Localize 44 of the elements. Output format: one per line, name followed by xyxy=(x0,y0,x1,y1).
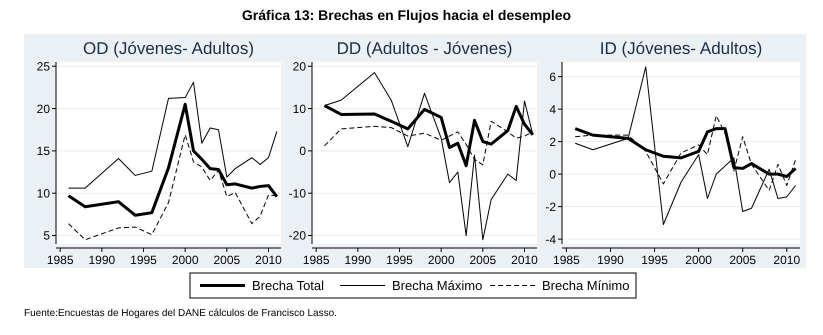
line-series xyxy=(574,66,796,225)
y-tick-label: 15 xyxy=(36,144,50,158)
x-tick-label: 2010 xyxy=(511,253,538,267)
y-tick-label: 5 xyxy=(43,228,50,243)
y-tick-label: 2 xyxy=(549,134,556,149)
y-tick-label: 20 xyxy=(36,102,50,116)
x-tick-label: 2005 xyxy=(729,253,756,267)
line-series xyxy=(68,82,278,189)
x-tick-label: 2000 xyxy=(172,253,199,267)
x-tick-label: 2010 xyxy=(773,253,800,267)
y-tick-label: -4 xyxy=(545,232,556,246)
y-tick-label: 10 xyxy=(36,186,50,200)
legend-label: Brecha Máximo xyxy=(392,278,482,294)
y-tick-label: 0 xyxy=(299,144,306,158)
y-tick-label: -10 xyxy=(288,186,306,200)
source-note: Fuente:Encuestas de Hogares del DANE cálculos de Francisco Lasso. xyxy=(24,308,337,319)
y-tick-label: 0 xyxy=(549,167,556,182)
chart-subtitle: ID (Jóvenes- Adultos) xyxy=(600,39,762,58)
y-tick-label: -2 xyxy=(545,200,556,214)
chart-subtitle: OD (Jóvenes- Adultos) xyxy=(82,39,254,58)
x-tick-label: 1995 xyxy=(641,253,668,267)
chart-subtitle: DD (Adultos - Jóvenes) xyxy=(336,39,512,58)
y-tick-label: 10 xyxy=(292,102,306,116)
x-tick-label: 1995 xyxy=(130,253,158,267)
y-tick-label: 4 xyxy=(549,102,556,116)
x-tick-label: 1985 xyxy=(553,253,580,267)
x-tick-label: 2005 xyxy=(469,253,497,267)
x-tick-label: 2005 xyxy=(213,253,241,267)
x-tick-label: 2000 xyxy=(428,253,455,267)
x-tick-label: 1990 xyxy=(344,253,372,267)
y-tick-label: -20 xyxy=(288,228,306,243)
x-tick-label: 1990 xyxy=(88,253,116,267)
x-tick-label: 1990 xyxy=(597,253,624,267)
x-tick-label: 1985 xyxy=(302,253,330,267)
y-tick-label: 6 xyxy=(549,70,556,84)
y-tick-label: 25 xyxy=(36,59,50,74)
legend-label: Brecha Total xyxy=(252,278,324,294)
legend-label: Brecha Mínimo xyxy=(542,278,630,294)
x-tick-label: 1995 xyxy=(386,253,414,267)
chart-title: Gráfica 13: Brechas en Flujos hacia el desempleo xyxy=(242,7,572,23)
x-tick-label: 2010 xyxy=(255,253,282,267)
x-tick-label: 1985 xyxy=(46,253,74,267)
y-tick-label: 20 xyxy=(292,59,306,74)
x-tick-label: 2000 xyxy=(685,253,712,267)
